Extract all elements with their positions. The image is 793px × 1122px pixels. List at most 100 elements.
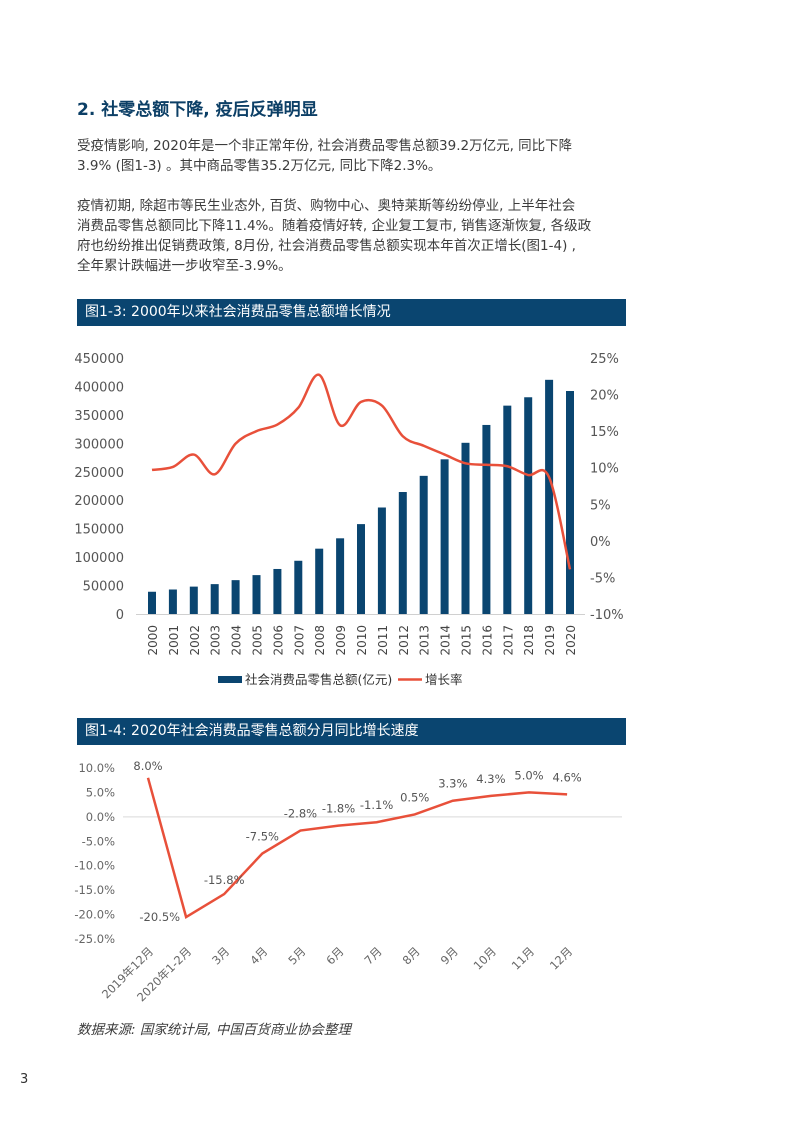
month-label: 3月 — [209, 944, 232, 967]
figure-2-title: 图1-4: 2020年社会消费品零售总额分月同比增长速度 — [77, 718, 626, 745]
month-label: 11月 — [509, 944, 537, 972]
y-axis-tick: 5.0% — [86, 785, 115, 799]
bar-2012 — [398, 492, 407, 614]
year-label: 2010 — [355, 625, 369, 656]
legend-line-label: 增长率 — [425, 672, 463, 687]
month-label: 4月 — [247, 944, 270, 967]
year-label: 2006 — [271, 625, 285, 656]
text-line: 受疫情影响, 2020年是一个非正常年份, 社会消费品零售总额39.2万亿元, … — [77, 138, 573, 154]
left-axis-tick: 100000 — [74, 551, 124, 566]
month-label: 9月 — [438, 944, 461, 967]
year-label: 2005 — [251, 625, 265, 656]
y-axis-tick: -5.0% — [82, 834, 115, 848]
month-label: 10月 — [471, 944, 499, 972]
right-axis-tick: 0% — [590, 535, 611, 550]
bar-2003 — [210, 584, 219, 614]
year-label: 2008 — [313, 625, 327, 656]
data-source: 数据来源: 国家统计局, 中国百货商业协会整理 — [77, 1022, 351, 1038]
bar-2005 — [252, 575, 261, 614]
text-line: 消费品零售总额同比下降11.4%。随着疫情好转, 企业复工复市, 销售逐渐恢复,… — [77, 218, 592, 234]
bar-2014 — [440, 459, 449, 614]
year-label: 2013 — [418, 625, 432, 656]
month-label: 6月 — [323, 944, 346, 967]
legend-bar-swatch — [218, 676, 242, 683]
year-label: 2000 — [146, 625, 160, 656]
data-label: -7.5% — [246, 830, 279, 844]
month-label: 8月 — [400, 944, 423, 967]
text-line: 3.9% (图1-3) 。其中商品零售35.2万亿元, 同比下降2.3%。 — [77, 158, 442, 174]
y-axis-tick: 0.0% — [86, 810, 115, 824]
year-label: 2012 — [397, 625, 411, 656]
section-heading: 2. 社零总额下降, 疫后反弹明显 — [77, 100, 318, 120]
data-label: -20.5% — [139, 910, 180, 924]
figure-1-title: 图1-3: 2000年以来社会消费品零售总额增长情况 — [77, 299, 626, 326]
year-label: 2014 — [439, 625, 453, 656]
text-line: 全年累计跌幅进一步收窄至-3.9%。 — [77, 258, 292, 274]
paragraph-2: 疫情初期, 除超市等民生业态外, 百货、购物中心、奥特莱斯等纷纷停业, 上半年社… — [77, 196, 591, 276]
month-label: 5月 — [285, 944, 308, 967]
data-label: 3.3% — [438, 777, 467, 791]
right-axis-tick: -5% — [590, 571, 615, 586]
right-axis-tick: 20% — [590, 389, 619, 404]
year-label: 2011 — [376, 625, 390, 656]
data-label: -15.8% — [204, 873, 245, 887]
year-label: 2009 — [334, 625, 348, 656]
right-axis-tick: -10% — [590, 608, 624, 623]
data-label: -1.1% — [360, 798, 393, 812]
left-axis-tick: 0 — [116, 608, 124, 623]
year-label: 2015 — [460, 625, 474, 656]
year-label: 2001 — [167, 625, 181, 656]
y-axis-tick: 10.0% — [78, 761, 115, 775]
y-axis-tick: -20.0% — [74, 908, 115, 922]
left-axis-tick: 300000 — [74, 437, 124, 452]
bar-2006 — [273, 568, 282, 614]
year-label: 2004 — [230, 625, 244, 656]
bar-2011 — [377, 507, 386, 614]
bar-2019 — [545, 379, 554, 614]
bar-2017 — [503, 405, 512, 614]
data-label: -1.8% — [322, 802, 355, 816]
data-label: 0.5% — [400, 790, 429, 804]
left-axis-tick: 50000 — [83, 580, 124, 595]
bar-2020 — [566, 391, 574, 614]
data-label: -2.8% — [284, 807, 317, 821]
text-line: 疫情初期, 除超市等民生业态外, 百货、购物中心、奥特莱斯等纷纷停业, 上半年社… — [77, 198, 576, 214]
right-axis-tick: 15% — [590, 425, 619, 440]
legend-bar-label: 社会消费品零售总额(亿元) — [245, 672, 392, 687]
year-label: 2020 — [564, 625, 578, 656]
month-label: 12月 — [547, 944, 575, 972]
bar-2015 — [461, 442, 470, 614]
right-axis-tick: 5% — [590, 498, 611, 513]
year-label: 2016 — [480, 625, 494, 656]
bar-2010 — [357, 524, 365, 614]
left-axis-tick: 450000 — [74, 352, 124, 367]
text-line: 府也纷纷推出促销费政策, 8月份, 社会消费品零售总额实现本年首次正增长(图1-… — [77, 238, 576, 254]
left-axis-tick: 350000 — [74, 409, 124, 424]
paragraph-1: 受疫情影响, 2020年是一个非正常年份, 社会消费品零售总额39.2万亿元, … — [77, 136, 572, 176]
data-label: 5.0% — [514, 768, 543, 782]
right-axis-tick: 25% — [590, 352, 619, 367]
year-label: 2002 — [188, 625, 202, 656]
y-axis-tick: -10.0% — [74, 859, 115, 873]
year-label: 2019 — [543, 625, 557, 656]
page-number: 3 — [20, 1072, 29, 1087]
year-label: 2018 — [522, 625, 536, 656]
data-label: 4.6% — [552, 770, 581, 784]
growth-rate-line — [151, 373, 572, 570]
bar-2001 — [168, 589, 177, 614]
left-axis-tick: 150000 — [74, 523, 124, 538]
y-axis-tick: -15.0% — [74, 883, 115, 897]
left-axis-tick: 400000 — [74, 380, 124, 395]
bar-2000 — [148, 591, 156, 614]
y-axis-tick: -25.0% — [74, 932, 115, 946]
year-label: 2017 — [501, 625, 515, 656]
data-label: 8.0% — [133, 759, 162, 773]
right-axis-tick: 10% — [590, 462, 619, 477]
bar-2008 — [315, 548, 324, 614]
left-axis-tick: 200000 — [74, 494, 124, 509]
bar-2009 — [336, 538, 345, 614]
bar-2007 — [294, 560, 303, 614]
year-label: 2007 — [292, 625, 306, 656]
